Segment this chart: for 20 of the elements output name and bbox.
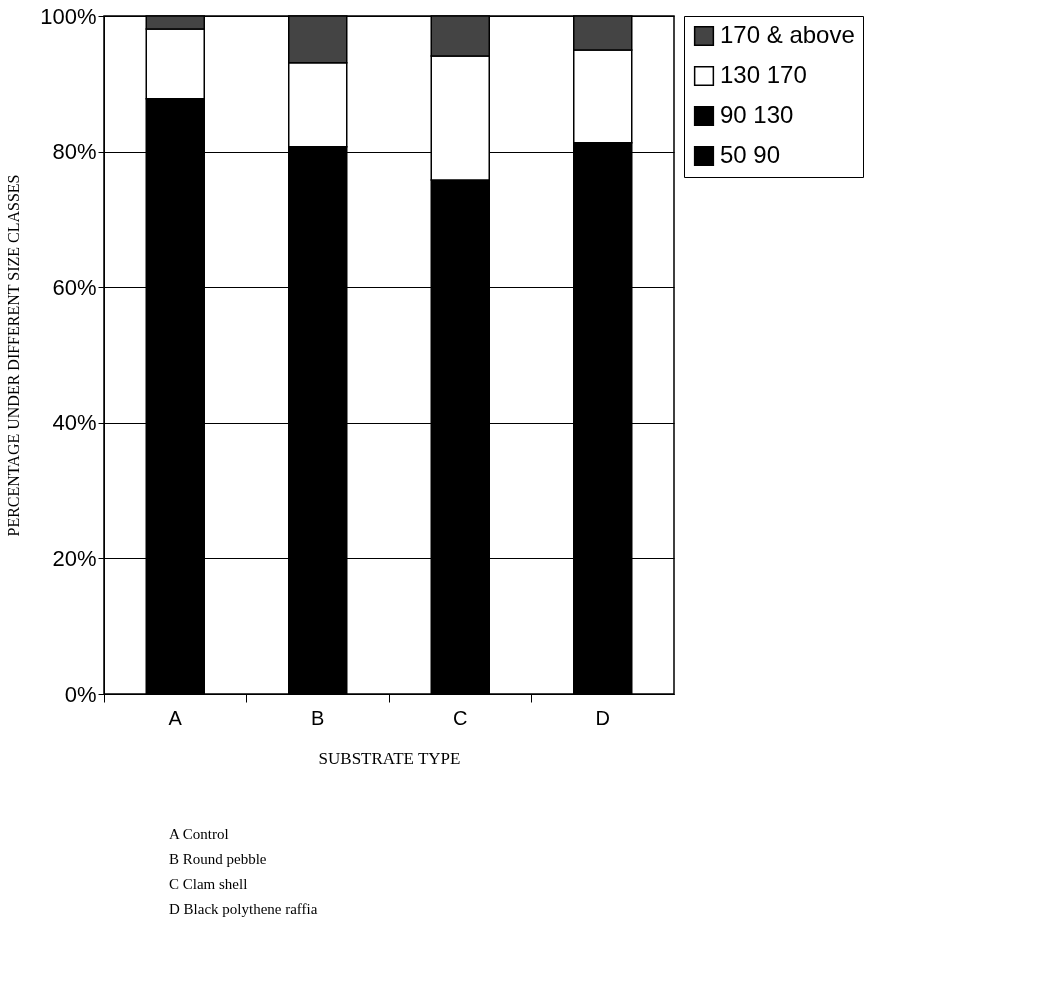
x-tick-label: C <box>453 706 468 729</box>
legend-label: 90 130 <box>720 101 794 128</box>
legend-label: 170 & above <box>720 21 855 48</box>
x-tick-label: B <box>311 706 325 729</box>
x-tick-label: D <box>595 706 610 729</box>
y-tick-label: 80% <box>52 139 97 165</box>
text: D Black polythene raffia <box>169 900 318 917</box>
x-tick-label: A <box>168 706 183 729</box>
text: C Clam shell <box>169 875 248 892</box>
text: B Round pebble <box>169 850 267 867</box>
y-tick-label: 40% <box>52 410 97 436</box>
x-axis-title: SUBSTRATE TYPE <box>318 748 461 768</box>
y-axis-title: PERCENTAGE UNDER DIFFERENT SIZE CLASSES <box>5 174 23 537</box>
y-tick-label: 100% <box>40 3 97 29</box>
legend-label: 130 170 <box>720 61 807 88</box>
y-tick-label: 20% <box>52 545 97 571</box>
text: A Control <box>169 825 229 842</box>
y-tick-label: 0% <box>64 681 97 707</box>
legend-label: 50 90 <box>720 141 781 168</box>
y-tick-label: 60% <box>52 274 97 300</box>
